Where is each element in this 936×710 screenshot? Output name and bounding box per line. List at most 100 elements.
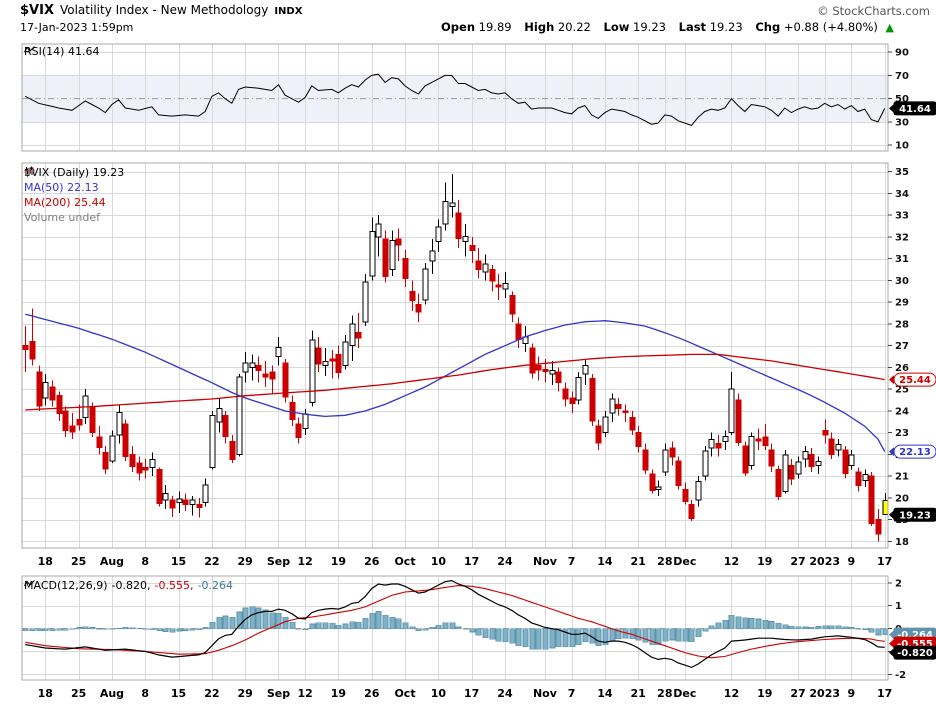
svg-text:26: 26 xyxy=(364,687,380,700)
copyright: © StockCharts.com xyxy=(817,4,930,18)
svg-text:34: 34 xyxy=(895,189,909,200)
ma50-label: MA(50) 22.13 xyxy=(24,181,99,194)
rsi-panel-border xyxy=(21,43,889,152)
macd-value-hist: -0.264 xyxy=(197,579,233,592)
header-row: $VIX Volatility Index - New Methodology … xyxy=(20,3,302,18)
volume-bars-icon xyxy=(25,168,33,175)
svg-text:29: 29 xyxy=(895,298,909,309)
last-value: 19.23 xyxy=(709,20,743,34)
svg-text:70: 70 xyxy=(895,71,909,82)
svg-text:90: 90 xyxy=(895,48,909,59)
svg-text:25: 25 xyxy=(895,385,909,396)
svg-text:27: 27 xyxy=(790,687,805,700)
svg-text:18: 18 xyxy=(38,687,53,700)
macd-value-line: -0.820, xyxy=(111,579,151,592)
svg-text:Dec: Dec xyxy=(673,555,696,568)
svg-text:24: 24 xyxy=(895,406,909,417)
svg-text:18: 18 xyxy=(895,537,909,548)
svg-text:15: 15 xyxy=(171,555,186,568)
svg-text:23: 23 xyxy=(895,428,909,439)
volume-legend: Volume undef xyxy=(24,168,124,224)
axis-badge: 25.44 xyxy=(889,372,936,387)
exchange: INDX xyxy=(274,6,303,17)
chart-title: Volatility Index - New Methodology xyxy=(59,3,269,17)
svg-text:8: 8 xyxy=(141,555,149,568)
svg-text:22.13: 22.13 xyxy=(899,447,931,458)
svg-text:7: 7 xyxy=(568,555,576,568)
line-icon xyxy=(24,580,35,587)
macd-histogram xyxy=(22,606,889,650)
svg-text:31: 31 xyxy=(895,254,909,265)
quote-bar: Open 19.89 High 20.22 Low 19.23 Last 19.… xyxy=(432,20,894,34)
rsi-line xyxy=(25,73,886,126)
price-main-label: $VIX (Daily) 19.23 xyxy=(24,166,125,179)
svg-text:Sep: Sep xyxy=(267,687,290,700)
svg-text:14: 14 xyxy=(597,687,613,700)
svg-text:-0.555: -0.555 xyxy=(897,639,933,650)
price-legend: $VIX (Daily) 19.23 MA(50) 22.13 MA(200) … xyxy=(24,166,124,224)
axis-badge: 19.23 xyxy=(889,507,936,522)
open-value: 19.89 xyxy=(478,20,512,34)
svg-text:25.44: 25.44 xyxy=(899,375,931,386)
chart-datetime: 17-Jan-2023 1:59pm xyxy=(20,21,134,34)
price-panel-border xyxy=(21,162,889,549)
svg-text:22: 22 xyxy=(204,687,219,700)
chg-label: Chg xyxy=(755,20,781,34)
svg-text:2: 2 xyxy=(895,578,902,589)
svg-text:29: 29 xyxy=(238,687,253,700)
svg-text:9: 9 xyxy=(848,555,856,568)
svg-text:17: 17 xyxy=(464,687,479,700)
svg-text:30: 30 xyxy=(895,276,909,287)
svg-text:26: 26 xyxy=(364,555,380,568)
svg-text:17: 17 xyxy=(877,687,892,700)
macd-legend: MACD(12,26,9) -0.820, -0.555, -0.264 xyxy=(24,579,233,592)
svg-text:17: 17 xyxy=(464,555,479,568)
svg-text:33: 33 xyxy=(895,211,909,222)
svg-text:12: 12 xyxy=(724,555,739,568)
svg-text:27: 27 xyxy=(895,341,909,352)
low-label: Low xyxy=(603,20,630,34)
ma50-legend: MA(50) 22.13 xyxy=(24,169,124,194)
price-main-legend: $VIX (Daily) 19.23 xyxy=(24,166,124,179)
svg-text:1: 1 xyxy=(895,601,902,612)
svg-text:15: 15 xyxy=(171,687,186,700)
svg-text:27: 27 xyxy=(790,555,805,568)
svg-text:Oct: Oct xyxy=(394,687,415,700)
svg-text:30: 30 xyxy=(895,117,909,128)
rsi-legend-label: RSI(14) 41.64 xyxy=(24,45,100,58)
svg-text:Oct: Oct xyxy=(394,555,415,568)
ma200-line xyxy=(25,353,885,411)
high-value: 20.22 xyxy=(557,20,591,34)
axis-badge: 41.64 xyxy=(889,101,936,116)
svg-text:Dec: Dec xyxy=(673,687,696,700)
candles-layer xyxy=(22,173,889,542)
svg-text:12: 12 xyxy=(297,555,312,568)
svg-text:29: 29 xyxy=(238,555,253,568)
svg-text:28: 28 xyxy=(657,555,672,568)
svg-text:7: 7 xyxy=(568,687,576,700)
svg-text:28: 28 xyxy=(657,687,672,700)
line-icon xyxy=(24,46,35,53)
axis-badge: 22.13 xyxy=(889,444,936,459)
up-arrow-icon: ▲ xyxy=(885,21,894,34)
svg-text:18: 18 xyxy=(38,555,53,568)
svg-text:41.64: 41.64 xyxy=(899,104,931,115)
svg-text:19: 19 xyxy=(331,687,346,700)
svg-text:50: 50 xyxy=(895,94,909,105)
svg-text:10: 10 xyxy=(431,687,447,700)
low-value: 19.23 xyxy=(633,20,666,34)
svg-text:9: 9 xyxy=(848,687,856,700)
high-label: High xyxy=(524,20,555,34)
svg-text:-0.264: -0.264 xyxy=(897,630,933,641)
svg-text:14: 14 xyxy=(597,555,613,568)
svg-text:24: 24 xyxy=(497,555,513,568)
macd-value-signal: -0.555, xyxy=(154,579,194,592)
last-label: Last xyxy=(678,20,707,34)
svg-text:21: 21 xyxy=(895,472,909,483)
svg-text:26: 26 xyxy=(895,363,909,374)
svg-text:35: 35 xyxy=(895,167,909,178)
svg-text:-0.820: -0.820 xyxy=(897,648,933,659)
svg-text:24: 24 xyxy=(497,687,513,700)
svg-text:10: 10 xyxy=(895,141,909,152)
